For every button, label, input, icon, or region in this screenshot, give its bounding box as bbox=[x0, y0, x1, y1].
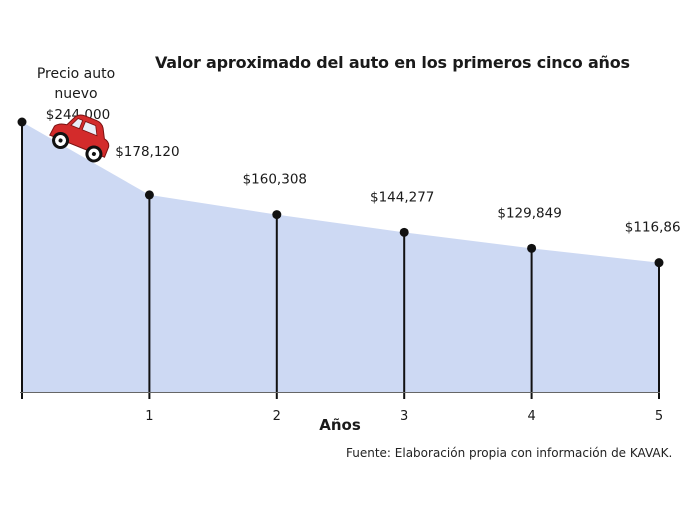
data-label-3: $144,277 bbox=[370, 189, 434, 205]
data-point-5 bbox=[654, 258, 664, 268]
source-note: Fuente: Elaboración propia con informaci… bbox=[346, 446, 673, 460]
data-point-4 bbox=[527, 243, 537, 253]
data-label-2: $160,308 bbox=[243, 172, 307, 188]
value-stems bbox=[21, 122, 660, 399]
value-area bbox=[22, 122, 659, 392]
x-tick-label-1: 1 bbox=[145, 409, 153, 424]
red-car-icon bbox=[49, 114, 110, 163]
x-tick-label-2: 2 bbox=[273, 409, 281, 424]
new-price-label: Precio auto nuevo bbox=[24, 64, 128, 104]
data-point-3 bbox=[399, 227, 409, 237]
data-point-1 bbox=[144, 190, 154, 200]
data-point-0 bbox=[17, 117, 27, 127]
x-tick-label-4: 4 bbox=[527, 409, 535, 424]
x-tick-label-5: 5 bbox=[655, 409, 663, 424]
data-point-2 bbox=[272, 210, 282, 220]
x-tick-label-3: 3 bbox=[400, 409, 408, 424]
x-axis-label: Años bbox=[319, 416, 361, 434]
data-label-5: $116,865 bbox=[625, 220, 680, 236]
data-label-4: $129,849 bbox=[497, 205, 561, 221]
chart-title: Valor aproximado del auto en los primero… bbox=[155, 53, 630, 72]
x-axis-ticks: 1 2 3 4 5 bbox=[145, 409, 663, 424]
value-points bbox=[17, 117, 664, 268]
new-price-label-line2: nuevo bbox=[54, 86, 98, 102]
new-price-label-line1: Precio auto bbox=[36, 66, 116, 82]
value-labels: $244,000$178,120$160,308$144,277$129,849… bbox=[46, 107, 680, 236]
data-label-1: $178,120 bbox=[115, 144, 179, 160]
